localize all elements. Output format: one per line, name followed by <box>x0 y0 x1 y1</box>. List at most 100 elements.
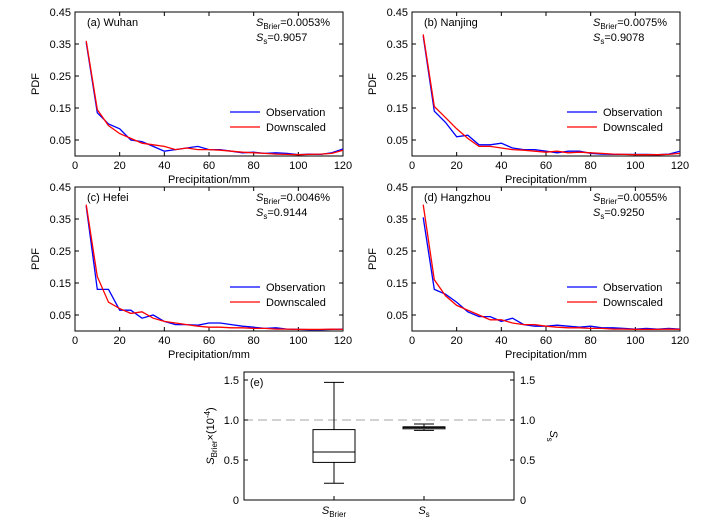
y-axis-label-right: Ss <box>545 430 559 441</box>
legend-label: Observation <box>266 282 325 294</box>
x-tick-label: 20 <box>114 160 126 172</box>
pdf-panel: 0 20 40 60 80 100 120 0.05 0.15 0.25 0.35 0.45 Preci… <box>367 182 689 361</box>
x-tick-label: 20 <box>451 160 463 172</box>
plot-frame <box>243 371 515 501</box>
y-tick-label-left: 1.5 <box>224 375 239 387</box>
x-tick-label: 80 <box>248 335 260 347</box>
x-tick-label: 20 <box>451 335 463 347</box>
x-tick-label: 120 <box>671 160 689 172</box>
y-tick-label: 0.05 <box>387 135 408 147</box>
skill-score-annotation: Ss=0.9057 <box>256 32 307 46</box>
y-tick-label: 0.05 <box>50 135 71 147</box>
pdf-panel: 0 20 40 60 80 100 120 0.05 0.15 0.25 0.35 0.45 Preci… <box>367 7 689 186</box>
x-tick-label: 100 <box>289 160 307 172</box>
panel-label: (d) Hangzhou <box>424 192 491 204</box>
y-tick-label: 0.45 <box>387 182 408 194</box>
x-tick-label: 100 <box>626 335 644 347</box>
y-tick-label: 0.25 <box>387 246 408 258</box>
y-axis-label: PDF <box>30 248 42 270</box>
x-tick-label: 60 <box>540 160 552 172</box>
series-line-observation <box>85 42 344 156</box>
legend-label: Observation <box>603 107 662 119</box>
x-tick-label: 60 <box>203 160 215 172</box>
legend-label: Observation <box>603 282 662 294</box>
y-tick-label-right: 0 <box>520 495 526 507</box>
pdf-panel: 0 20 40 60 80 100 120 0.05 0.15 0.25 0.35 0.45 Preci… <box>30 182 352 361</box>
x-tick-label: 120 <box>334 335 352 347</box>
y-tick-label: 0.45 <box>387 7 408 19</box>
legend-label: Downscaled <box>266 122 326 134</box>
legend-label: Downscaled <box>266 297 326 309</box>
boxplot-panel: 0 0 0.5 0.5 1.0 1.0 1.5 1.5 (e) SBrier×(10-4) Ss SB… <box>203 371 559 519</box>
brier-score-annotation: SBrier=0.0075% <box>593 17 667 31</box>
x-axis-label: Precipitation/mm <box>168 174 250 186</box>
category-label: Ss <box>418 505 429 519</box>
y-tick-label: 0.35 <box>50 214 71 226</box>
y-tick-label: 0.15 <box>387 278 408 290</box>
panel-label: (b) Nanjing <box>424 17 478 29</box>
y-tick-label: 0.45 <box>50 7 71 19</box>
x-tick-label: 0 <box>72 335 78 347</box>
y-tick-label: 0.15 <box>387 103 408 115</box>
y-axis-label: PDF <box>367 248 379 270</box>
x-axis-label: Precipitation/mm <box>168 349 250 361</box>
x-tick-label: 0 <box>409 335 415 347</box>
series-line-downscaled <box>85 204 344 331</box>
x-tick-label: 80 <box>248 160 260 172</box>
brier-score-annotation: SBrier=0.0053% <box>256 17 330 31</box>
x-tick-label: 60 <box>203 335 215 347</box>
legend-label: Observation <box>266 107 325 119</box>
x-axis-label: Precipitation/mm <box>505 349 587 361</box>
x-tick-label: 120 <box>334 160 352 172</box>
y-tick-label: 0.15 <box>50 278 71 290</box>
box-brier <box>312 381 356 484</box>
y-tick-label-right: 1.0 <box>520 415 535 427</box>
legend-label: Downscaled <box>603 297 663 309</box>
series-line-observation <box>422 217 681 330</box>
y-tick-label-left: 0 <box>233 495 239 507</box>
legend-label: Downscaled <box>603 122 663 134</box>
x-tick-label: 40 <box>495 160 507 172</box>
y-tick-label: 0.25 <box>50 71 71 83</box>
series-line-observation <box>422 35 681 156</box>
y-axis-label: PDF <box>30 73 42 95</box>
x-tick-label: 100 <box>289 335 307 347</box>
y-tick-label: 0.35 <box>50 39 71 51</box>
skill-score-annotation: Ss=0.9144 <box>256 207 307 221</box>
skill-score-annotation: Ss=0.9250 <box>593 207 644 221</box>
x-tick-label: 0 <box>409 160 415 172</box>
x-tick-label: 40 <box>158 335 170 347</box>
x-tick-label: 0 <box>72 160 78 172</box>
brier-score-annotation: SBrier=0.0046% <box>256 192 330 206</box>
panel-label: (c) Hefei <box>87 192 129 204</box>
y-tick-label-left: 0.5 <box>224 455 239 467</box>
y-axis-label: PDF <box>367 73 379 95</box>
x-tick-label: 40 <box>495 335 507 347</box>
brier-score-annotation: SBrier=0.0055% <box>593 192 667 206</box>
series-line-downscaled <box>422 204 681 331</box>
y-tick-label: 0.45 <box>50 182 71 194</box>
y-tick-label: 0.25 <box>50 246 71 258</box>
y-tick-label-right: 0.5 <box>520 455 535 467</box>
x-tick-label: 80 <box>585 160 597 172</box>
y-tick-label: 0.15 <box>50 103 71 115</box>
x-tick-label: 40 <box>158 160 170 172</box>
y-axis-label-left: SBrier×(10-4) <box>203 407 219 464</box>
skill-score-annotation: Ss=0.9078 <box>593 32 644 46</box>
pdf-panel: 0 20 40 60 80 100 120 0.05 0.15 0.25 0.35 0.45 Preci… <box>30 7 352 186</box>
x-tick-label: 20 <box>114 335 126 347</box>
x-tick-label: 100 <box>626 160 644 172</box>
x-tick-label: 80 <box>585 335 597 347</box>
category-label: SBrier <box>322 505 347 519</box>
box-ss <box>402 423 446 431</box>
panel-label: (a) Wuhan <box>87 17 138 29</box>
series-line-downscaled <box>422 34 681 156</box>
x-tick-label: 60 <box>540 335 552 347</box>
y-tick-label: 0.35 <box>387 214 408 226</box>
y-tick-label-right: 1.5 <box>520 375 535 387</box>
series-line-downscaled <box>85 40 344 156</box>
y-tick-label: 0.35 <box>387 39 408 51</box>
box-iqr <box>312 429 356 463</box>
y-tick-label: 0.05 <box>50 310 71 322</box>
